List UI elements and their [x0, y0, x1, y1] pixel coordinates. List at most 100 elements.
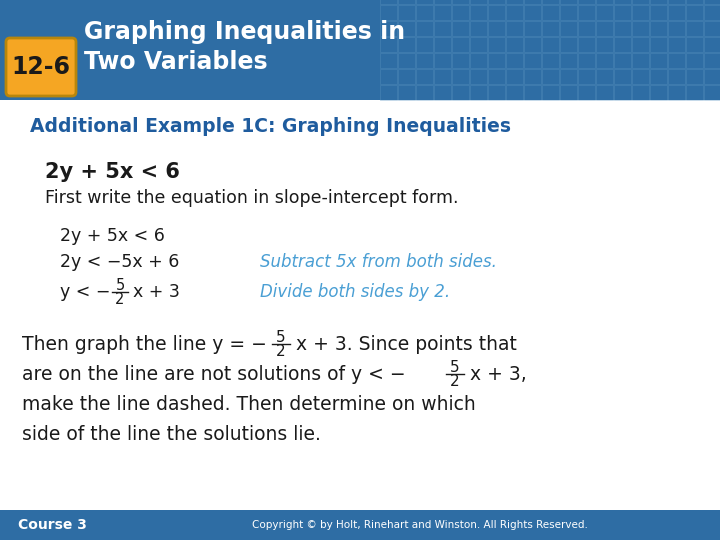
Bar [614, 21, 631, 36]
Bar [452, 69, 469, 84]
Text: Divide both sides by 2.: Divide both sides by 2. [260, 283, 450, 301]
Bar [578, 5, 595, 20]
Bar [632, 69, 649, 84]
Bar [704, 69, 720, 84]
Bar [524, 53, 541, 68]
Text: 2y + 5x < 6: 2y + 5x < 6 [60, 227, 165, 245]
Bar [650, 69, 667, 84]
Bar [506, 0, 523, 4]
Bar [542, 5, 559, 20]
Text: 2: 2 [115, 292, 125, 307]
Bar [686, 5, 703, 20]
Bar [470, 53, 487, 68]
Bar [488, 21, 505, 36]
Bar [686, 69, 703, 84]
Bar [380, 37, 397, 52]
Bar [452, 21, 469, 36]
Bar [686, 21, 703, 36]
Text: First write the equation in slope-intercept form.: First write the equation in slope-interc… [45, 189, 459, 207]
Bar [560, 5, 577, 20]
Bar [632, 37, 649, 52]
Text: Additional Example 1C: Graphing Inequalities: Additional Example 1C: Graphing Inequali… [30, 117, 511, 136]
Bar [398, 85, 415, 100]
Text: make the line dashed. Then determine on which: make the line dashed. Then determine on … [22, 395, 476, 414]
Bar [434, 85, 451, 100]
Bar [506, 85, 523, 100]
Bar [524, 5, 541, 20]
Bar [398, 5, 415, 20]
Bar [470, 0, 487, 4]
Bar [524, 85, 541, 100]
Bar [650, 37, 667, 52]
Bar [650, 0, 667, 4]
Bar [524, 21, 541, 36]
Bar [398, 69, 415, 84]
Bar [506, 37, 523, 52]
Bar [542, 37, 559, 52]
Bar [380, 53, 397, 68]
Bar [578, 0, 595, 4]
Text: 5: 5 [115, 279, 125, 294]
Bar [434, 5, 451, 20]
Bar [578, 85, 595, 100]
Bar [398, 0, 415, 4]
Text: Copyright © by Holt, Rinehart and Winston. All Rights Reserved.: Copyright © by Holt, Rinehart and Winsto… [252, 520, 588, 530]
Bar [560, 21, 577, 36]
Bar [704, 37, 720, 52]
Bar [542, 85, 559, 100]
Text: 2: 2 [450, 375, 460, 389]
Text: Then graph the line y = −: Then graph the line y = − [22, 334, 267, 354]
Text: side of the line the solutions lie.: side of the line the solutions lie. [22, 424, 321, 443]
Bar [650, 5, 667, 20]
Bar [560, 85, 577, 100]
Bar [452, 5, 469, 20]
Bar [488, 85, 505, 100]
Bar [416, 69, 433, 84]
Bar [398, 21, 415, 36]
Bar [596, 69, 613, 84]
Bar [704, 0, 720, 4]
Bar [416, 37, 433, 52]
Bar [614, 0, 631, 4]
Bar [614, 5, 631, 20]
Bar [704, 5, 720, 20]
Bar [380, 5, 397, 20]
Bar [398, 37, 415, 52]
Text: Course 3: Course 3 [18, 518, 87, 532]
Bar [632, 5, 649, 20]
Bar [704, 85, 720, 100]
Bar [614, 69, 631, 84]
Bar [650, 53, 667, 68]
Bar [686, 53, 703, 68]
Bar [416, 5, 433, 20]
Bar [416, 0, 433, 4]
Bar [560, 53, 577, 68]
Bar [452, 53, 469, 68]
Bar [416, 53, 433, 68]
Bar [434, 53, 451, 68]
Text: 12-6: 12-6 [12, 55, 71, 79]
Bar [488, 69, 505, 84]
Bar [560, 0, 577, 4]
Bar [434, 21, 451, 36]
Bar [524, 0, 541, 4]
Bar [542, 0, 559, 4]
Text: Two Variables: Two Variables [84, 50, 268, 74]
Bar [596, 5, 613, 20]
Bar [578, 21, 595, 36]
Bar [668, 0, 685, 4]
Text: x + 3,: x + 3, [470, 364, 527, 383]
Bar [488, 5, 505, 20]
Bar [524, 37, 541, 52]
Bar [686, 37, 703, 52]
Bar [632, 0, 649, 4]
Bar [452, 85, 469, 100]
Bar [596, 21, 613, 36]
Bar [380, 0, 397, 4]
Bar [596, 53, 613, 68]
Bar [416, 85, 433, 100]
Bar [542, 21, 559, 36]
Bar [380, 21, 397, 36]
Bar [632, 53, 649, 68]
Bar [614, 37, 631, 52]
